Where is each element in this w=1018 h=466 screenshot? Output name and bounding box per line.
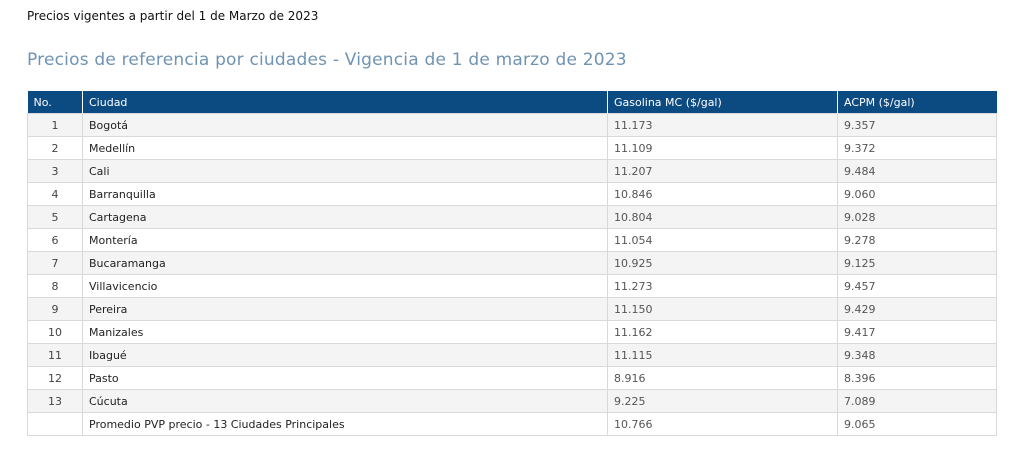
page-title: Precios de referencia por ciudades - Vig… (27, 50, 627, 70)
table-row: 9 Pereira 11.150 9.429 (27, 297, 997, 321)
row-number: 1 (27, 113, 83, 137)
row-number: 7 (27, 251, 83, 275)
row-number: 11 (27, 343, 83, 367)
city-name: Cartagena (82, 205, 608, 229)
row-number: 5 (27, 205, 83, 229)
gasoline-price: 10.766 (607, 412, 838, 436)
gasoline-price: 10.804 (607, 205, 838, 229)
gasoline-price: 11.173 (607, 113, 838, 137)
city-name: Ibagué (82, 343, 608, 367)
header-no: No. (27, 91, 83, 114)
gasoline-price: 11.162 (607, 320, 838, 344)
city-name: Cali (82, 159, 608, 183)
table-row: 4 Barranquilla 10.846 9.060 (27, 182, 997, 206)
acpm-price: 9.028 (837, 205, 997, 229)
header-acpm: ACPM ($/gal) (837, 91, 997, 114)
city-name: Villavicencio (82, 274, 608, 298)
table-row: 2 Medellín 11.109 9.372 (27, 136, 997, 160)
city-name: Manizales (82, 320, 608, 344)
city-name: Promedio PVP precio - 13 Ciudades Princi… (82, 412, 608, 436)
gasoline-price: 11.115 (607, 343, 838, 367)
city-name: Medellín (82, 136, 608, 160)
acpm-price: 9.278 (837, 228, 997, 252)
table-row: 11 Ibagué 11.115 9.348 (27, 343, 997, 367)
city-name: Pereira (82, 297, 608, 321)
header-city: Ciudad (82, 91, 608, 114)
table-row: 5 Cartagena 10.804 9.028 (27, 205, 997, 229)
table-row: 6 Montería 11.054 9.278 (27, 228, 997, 252)
acpm-price: 9.457 (837, 274, 997, 298)
gasoline-price: 11.109 (607, 136, 838, 160)
gasoline-price: 9.225 (607, 389, 838, 413)
gasoline-price: 11.054 (607, 228, 838, 252)
row-number: 8 (27, 274, 83, 298)
acpm-price: 9.348 (837, 343, 997, 367)
acpm-price: 9.372 (837, 136, 997, 160)
acpm-price: 9.060 (837, 182, 997, 206)
acpm-price: 9.125 (837, 251, 997, 275)
gasoline-price: 10.925 (607, 251, 838, 275)
acpm-price: 9.357 (837, 113, 997, 137)
table-row: 1 Bogotá 11.173 9.357 (27, 113, 997, 137)
city-name: Pasto (82, 366, 608, 390)
row-number: 3 (27, 159, 83, 183)
row-number: 2 (27, 136, 83, 160)
city-name: Bogotá (82, 113, 608, 137)
table-row: 10 Manizales 11.162 9.417 (27, 320, 997, 344)
gasoline-price: 11.150 (607, 297, 838, 321)
city-name: Cúcuta (82, 389, 608, 413)
table-body: 1 Bogotá 11.173 9.357 2 Medellín 11.109 9.372 3 C… (27, 113, 997, 436)
header-gasoline: Gasolina MC ($/gal) (607, 91, 838, 114)
intro-text: Precios vigentes a partir del 1 de Marzo… (27, 9, 319, 23)
city-name: Montería (82, 228, 608, 252)
table-row: 12 Pasto 8.916 8.396 (27, 366, 997, 390)
gasoline-price: 10.846 (607, 182, 838, 206)
row-number: 10 (27, 320, 83, 344)
row-number: 12 (27, 366, 83, 390)
table-row: 7 Bucaramanga 10.925 9.125 (27, 251, 997, 275)
table-row: 8 Villavicencio 11.273 9.457 (27, 274, 997, 298)
row-number: 6 (27, 228, 83, 252)
row-number: 4 (27, 182, 83, 206)
row-number (27, 412, 83, 436)
table-row: 3 Cali 11.207 9.484 (27, 159, 997, 183)
acpm-price: 9.429 (837, 297, 997, 321)
acpm-price: 9.417 (837, 320, 997, 344)
table-header-row: No. Ciudad Gasolina MC ($/gal) ACPM ($/g… (27, 91, 997, 114)
acpm-price: 9.484 (837, 159, 997, 183)
city-name: Barranquilla (82, 182, 608, 206)
row-number: 9 (27, 297, 83, 321)
prices-table: No. Ciudad Gasolina MC ($/gal) ACPM ($/g… (27, 91, 997, 436)
city-name: Bucaramanga (82, 251, 608, 275)
acpm-price: 8.396 (837, 366, 997, 390)
acpm-price: 9.065 (837, 412, 997, 436)
gasoline-price: 11.273 (607, 274, 838, 298)
gasoline-price: 11.207 (607, 159, 838, 183)
table-row: 13 Cúcuta 9.225 7.089 (27, 389, 997, 413)
row-number: 13 (27, 389, 83, 413)
average-row: Promedio PVP precio - 13 Ciudades Princi… (27, 412, 997, 436)
acpm-price: 7.089 (837, 389, 997, 413)
gasoline-price: 8.916 (607, 366, 838, 390)
